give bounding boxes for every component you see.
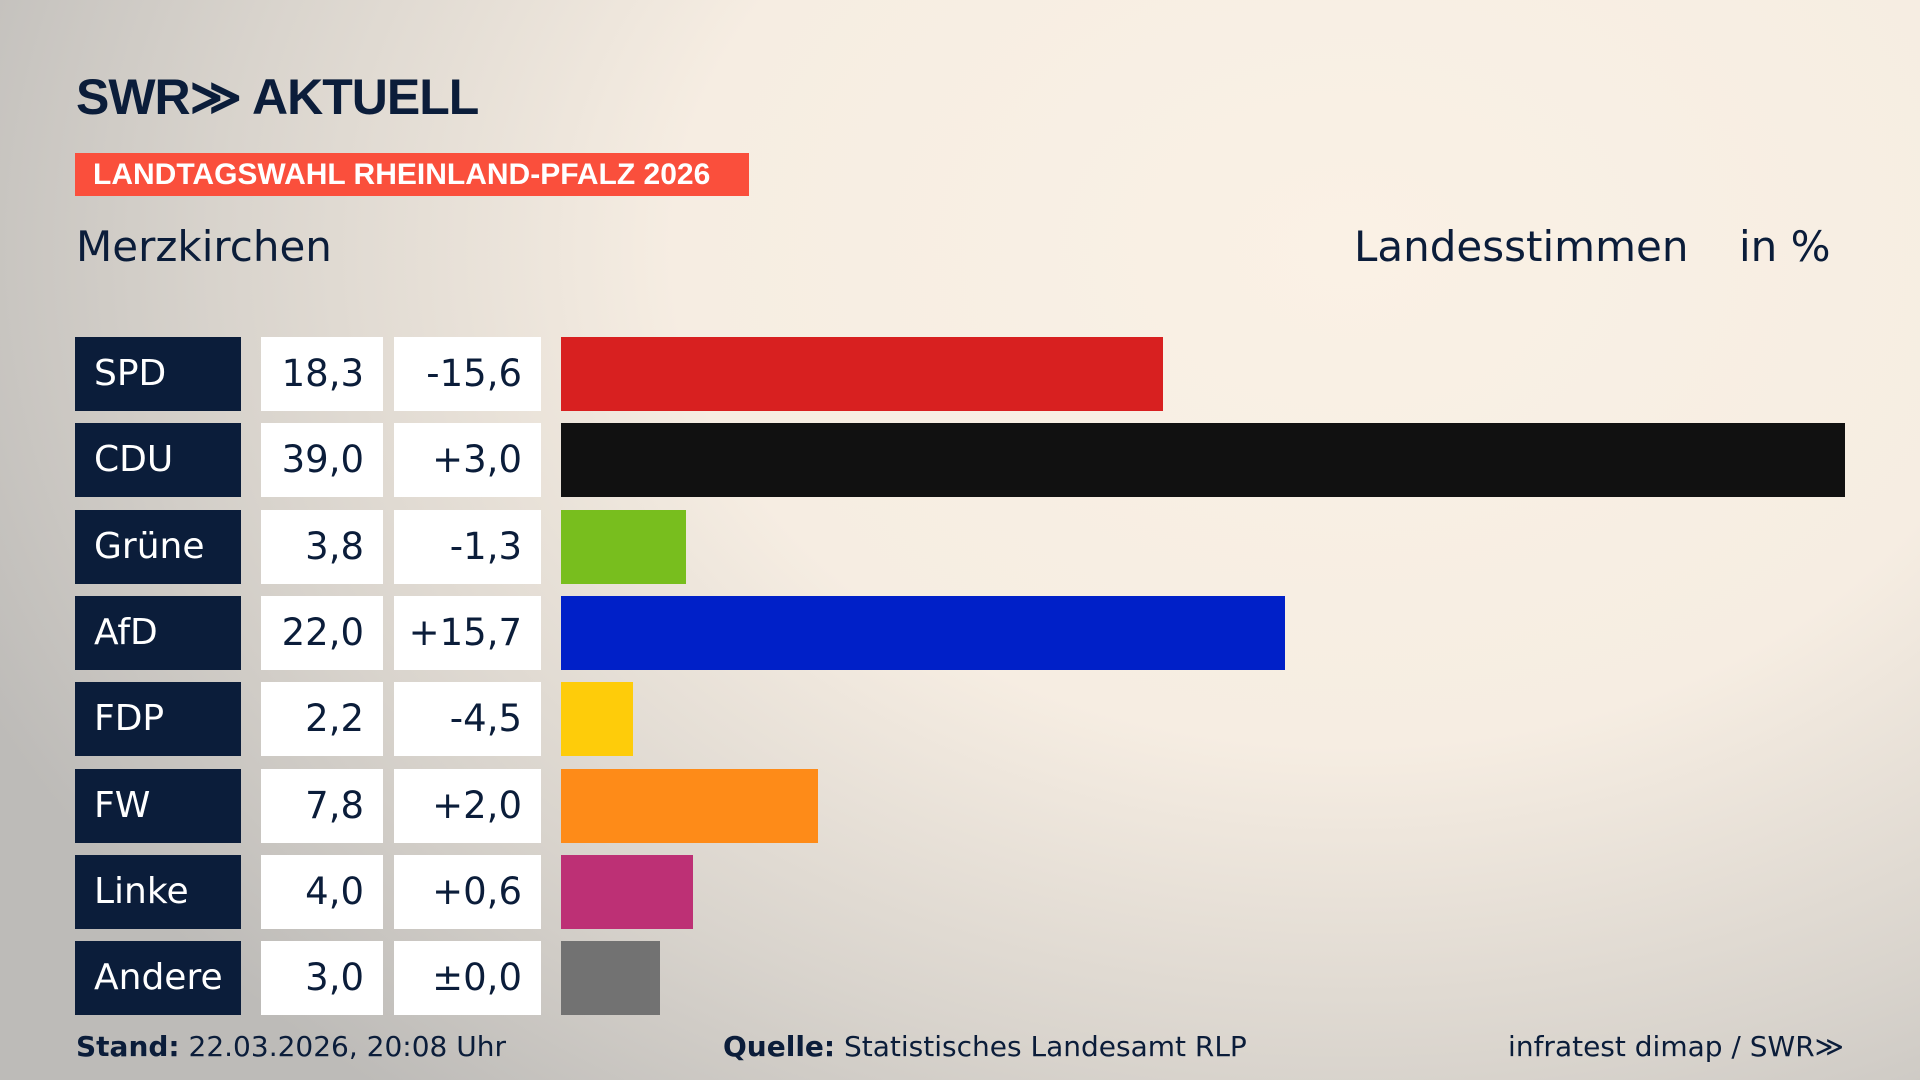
source-value: Statistisches Landesamt RLP bbox=[844, 1030, 1247, 1063]
value-label: 4,0 bbox=[261, 854, 383, 929]
bar bbox=[561, 337, 1164, 411]
value-label: 39,0 bbox=[261, 423, 383, 498]
value-label: 3,8 bbox=[261, 509, 383, 584]
party-label: Andere bbox=[75, 941, 241, 1016]
credit: infratest dimap / SWR≫ bbox=[1508, 1030, 1844, 1063]
source-label: Quelle: bbox=[723, 1030, 836, 1063]
value-label: 7,8 bbox=[261, 768, 383, 843]
value-label: 2,2 bbox=[261, 682, 383, 757]
party-label: FDP bbox=[75, 682, 241, 757]
party-row: AfD 22,0 +15,7 bbox=[0, 595, 1920, 670]
bar bbox=[561, 682, 634, 757]
diff-label: -4,5 bbox=[394, 682, 541, 757]
diff-label: -15,6 bbox=[394, 337, 541, 411]
bar bbox=[561, 595, 1286, 670]
party-label: CDU bbox=[75, 423, 241, 498]
unit-label: in % bbox=[1739, 222, 1831, 271]
diff-label: -1,3 bbox=[394, 509, 541, 584]
party-label: AfD bbox=[75, 595, 241, 670]
party-label: Grüne bbox=[75, 509, 241, 584]
swr-aktuell-logo: SWR≫ AKTUELL bbox=[76, 69, 479, 125]
stand: Stand: 22.03.2026, 20:08 Uhr bbox=[76, 1030, 506, 1063]
diff-label: ±0,0 bbox=[394, 941, 541, 1016]
bar bbox=[561, 941, 660, 1016]
value-label: 22,0 bbox=[261, 595, 383, 670]
party-label: SPD bbox=[75, 337, 241, 411]
party-row: Linke 4,0 +0,6 bbox=[0, 854, 1920, 929]
bar bbox=[561, 423, 1845, 498]
diff-label: +0,6 bbox=[394, 854, 541, 929]
stand-label: Stand: bbox=[76, 1030, 180, 1063]
party-row: Andere 3,0 ±0,0 bbox=[0, 941, 1920, 1016]
diff-label: +15,7 bbox=[394, 595, 541, 670]
bar bbox=[561, 509, 687, 584]
election-banner: LANDTAGSWAHL RHEINLAND-PFALZ 2026 bbox=[75, 153, 749, 196]
value-label: 3,0 bbox=[261, 941, 383, 1016]
bar bbox=[561, 854, 693, 929]
metric-label: Landesstimmen bbox=[1354, 222, 1689, 271]
party-row: CDU 39,0 +3,0 bbox=[0, 423, 1920, 498]
party-row: FW 7,8 +2,0 bbox=[0, 768, 1920, 843]
party-label: FW bbox=[75, 768, 241, 843]
diff-label: +2,0 bbox=[394, 768, 541, 843]
party-row: Grüne 3,8 -1,3 bbox=[0, 509, 1920, 584]
stand-value: 22.03.2026, 20:08 Uhr bbox=[188, 1030, 506, 1063]
source: Quelle: Statistisches Landesamt RLP bbox=[723, 1030, 1247, 1063]
party-label: Linke bbox=[75, 854, 241, 929]
bar bbox=[561, 768, 818, 843]
party-row: FDP 2,2 -4,5 bbox=[0, 682, 1920, 757]
diff-label: +3,0 bbox=[394, 423, 541, 498]
value-label: 18,3 bbox=[261, 337, 383, 411]
place-title: Merzkirchen bbox=[76, 222, 332, 271]
party-row: SPD 18,3 -15,6 bbox=[0, 337, 1920, 411]
